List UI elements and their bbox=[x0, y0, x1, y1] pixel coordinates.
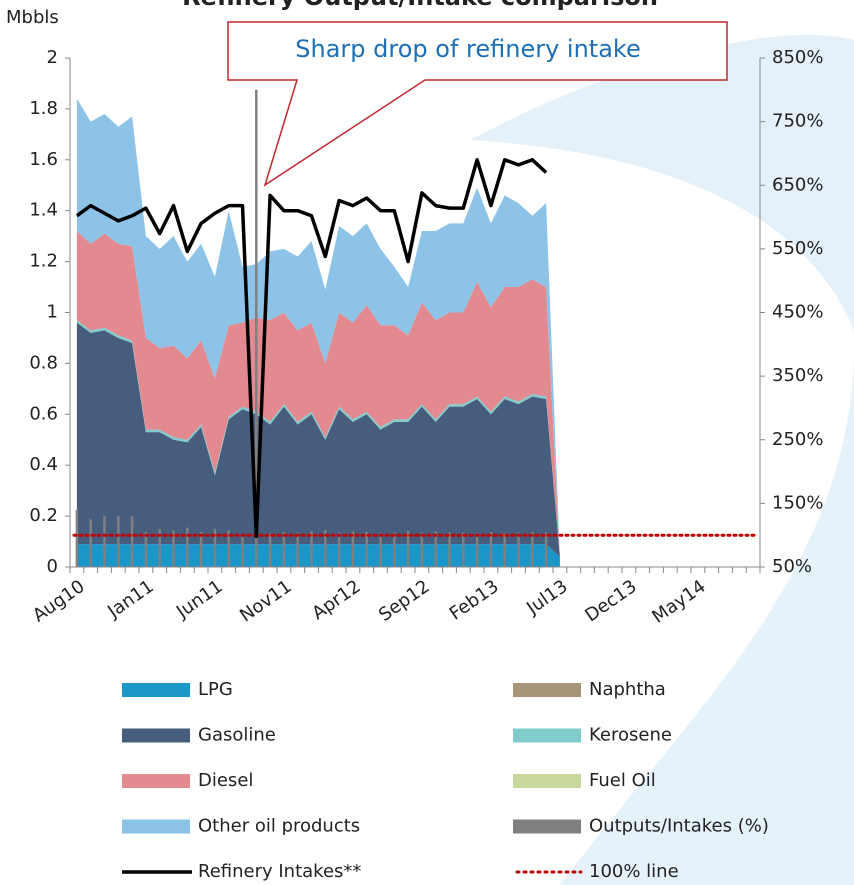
legend-swatch bbox=[122, 683, 190, 697]
x-tick-label: Aug10 bbox=[29, 576, 89, 627]
bar bbox=[200, 532, 203, 567]
bar bbox=[145, 532, 148, 567]
callout-text: Sharp drop of refinery intake bbox=[295, 35, 640, 63]
bar bbox=[310, 531, 313, 567]
legend-label: Other oil products bbox=[198, 816, 360, 837]
y-tick-label: 1.2 bbox=[29, 251, 58, 272]
bar bbox=[531, 532, 534, 567]
bar bbox=[421, 533, 424, 567]
area bbox=[77, 544, 560, 567]
bar bbox=[131, 516, 134, 567]
bar bbox=[186, 528, 189, 567]
bar bbox=[296, 533, 299, 567]
y-tick-label: 0 bbox=[47, 556, 58, 577]
bar bbox=[103, 516, 106, 567]
y-tick-label: 1.4 bbox=[29, 200, 58, 221]
y-tick-label: 0.8 bbox=[29, 352, 58, 373]
y2-tick-label: 550% bbox=[772, 238, 823, 259]
y-tick-label: 2 bbox=[47, 47, 58, 68]
y2-tick-label: 450% bbox=[772, 302, 823, 323]
bar bbox=[241, 534, 244, 567]
bar bbox=[352, 531, 355, 567]
bar bbox=[393, 533, 396, 567]
y-tick-label: 1.6 bbox=[29, 149, 58, 170]
legend-swatch bbox=[513, 820, 581, 834]
y-tick-label: 1.8 bbox=[29, 98, 58, 119]
bar bbox=[338, 533, 341, 567]
chart: Refinery Output/Intake comparison Mbbls … bbox=[0, 0, 854, 885]
legend-swatch bbox=[513, 683, 581, 697]
y2-tick-label: 250% bbox=[772, 429, 823, 450]
bar bbox=[448, 533, 451, 567]
y2-tick-label: 150% bbox=[772, 492, 823, 513]
legend-swatch bbox=[122, 729, 190, 743]
chart-title: Refinery Output/Intake comparison bbox=[182, 0, 658, 11]
bar bbox=[490, 532, 493, 567]
y2-tick-label: 750% bbox=[772, 111, 823, 132]
legend-swatch bbox=[122, 774, 190, 788]
y-tick-label: 0.4 bbox=[29, 454, 58, 475]
x-tick-label: Jul13 bbox=[522, 576, 571, 619]
bar bbox=[283, 532, 286, 567]
bar bbox=[269, 533, 272, 567]
legend-label: Outputs/Intakes (%) bbox=[589, 816, 769, 837]
bar bbox=[76, 510, 79, 567]
x-tick-label: Jan11 bbox=[103, 576, 157, 623]
y-tick-label: 0.6 bbox=[29, 403, 58, 424]
x-tick-label: Feb13 bbox=[446, 576, 503, 625]
legend-label: 100% line bbox=[589, 861, 679, 882]
x-tick-label: Jun11 bbox=[172, 576, 227, 623]
bar bbox=[379, 533, 382, 567]
legend-swatch bbox=[122, 820, 190, 834]
y-axis-label: Mbbls bbox=[6, 7, 59, 28]
x-tick-label: Nov11 bbox=[236, 576, 296, 626]
bar bbox=[462, 533, 465, 567]
y2-tick-label: 350% bbox=[772, 365, 823, 386]
x-tick-label: Apr12 bbox=[308, 576, 364, 624]
x-tick-label: Sep12 bbox=[375, 576, 434, 626]
bar bbox=[517, 533, 520, 567]
bar bbox=[503, 533, 506, 567]
legend-swatch bbox=[513, 774, 581, 788]
bar bbox=[117, 516, 120, 567]
y2-tick-label: 50% bbox=[772, 556, 812, 577]
y-tick-label: 0.2 bbox=[29, 505, 58, 526]
y-tick-label: 1 bbox=[47, 302, 58, 323]
bar bbox=[434, 531, 437, 567]
y2-tick-label: 650% bbox=[772, 174, 823, 195]
legend-label: Naphtha bbox=[589, 679, 666, 700]
legend-label: Diesel bbox=[198, 770, 253, 791]
x-tick-label: May14 bbox=[648, 576, 709, 628]
legend-label: Fuel Oil bbox=[589, 770, 656, 791]
x-tick-label: Dec13 bbox=[581, 576, 640, 626]
bar bbox=[545, 533, 548, 567]
legend-label: Refinery Intakes** bbox=[198, 861, 361, 882]
bar bbox=[89, 519, 92, 567]
y2-tick-label: 850% bbox=[772, 47, 823, 68]
legend-label: Gasoline bbox=[198, 725, 276, 746]
legend-label: LPG bbox=[198, 679, 233, 700]
legend-swatch bbox=[513, 729, 581, 743]
bar bbox=[365, 532, 368, 567]
legend-label: Kerosene bbox=[589, 725, 672, 746]
bar bbox=[476, 533, 479, 567]
